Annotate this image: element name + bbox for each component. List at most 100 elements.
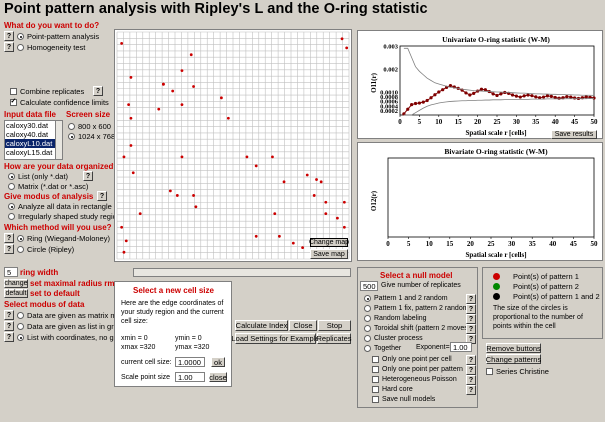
map-point <box>180 103 184 107</box>
help-button[interactable]: ? <box>466 294 476 304</box>
radio[interactable] <box>8 213 15 220</box>
null-model-check[interactable]: Only one point per cell <box>372 356 452 363</box>
radio[interactable] <box>17 312 24 319</box>
method-option-2[interactable]: Circle (Ripley) <box>17 245 74 254</box>
radio[interactable] <box>17 44 24 51</box>
checkbox[interactable] <box>486 368 493 375</box>
checkbox[interactable] <box>372 376 379 383</box>
help-button[interactable]: ? <box>4 233 14 243</box>
todo-option-1[interactable]: Point-pattern analysis <box>17 32 99 41</box>
checkbox-checked[interactable] <box>10 97 17 106</box>
default-button[interactable]: default <box>4 289 28 298</box>
screen-option-1[interactable]: 800 x 600 <box>68 122 111 131</box>
null-model-option[interactable]: Cluster process <box>364 335 423 342</box>
close-button[interactable]: Close <box>289 320 317 331</box>
screen-option-2[interactable]: 1024 x 768 <box>68 132 115 141</box>
help-button[interactable]: ? <box>4 332 14 342</box>
help-button[interactable]: ? <box>93 86 103 96</box>
radio[interactable] <box>364 305 371 312</box>
file-list-item[interactable]: caloxy30.dat <box>6 121 49 130</box>
radio[interactable] <box>17 246 24 253</box>
radio-selected[interactable] <box>8 173 15 180</box>
null-model-option[interactable]: Pattern 1 fix, pattern 2 random <box>364 305 469 312</box>
help-button[interactable]: ? <box>466 304 476 314</box>
help-button[interactable]: ? <box>97 191 107 201</box>
radio-selected[interactable] <box>8 203 15 210</box>
file-list-item[interactable]: caloxy40.dat <box>6 130 49 139</box>
ring-width-input[interactable]: 5 <box>4 267 18 277</box>
cell-ok-button[interactable]: ok <box>211 357 225 367</box>
checkbox[interactable] <box>10 88 17 95</box>
help-button[interactable]: ? <box>83 171 93 181</box>
file-list-scrollbar[interactable] <box>55 120 63 160</box>
change-map-button[interactable]: Change map <box>308 238 350 247</box>
checkbox[interactable] <box>372 366 379 373</box>
radio-selected[interactable] <box>17 334 24 341</box>
help-button[interactable]: ? <box>4 42 14 52</box>
null-model-option[interactable]: Together <box>364 345 401 352</box>
calc-conf-check[interactable]: Calculate confidence limits <box>10 97 109 107</box>
checkbox[interactable] <box>372 356 379 363</box>
file-list[interactable]: caloxy30.dat caloxy40.dat caloxyL10.dat cal… <box>4 120 63 160</box>
file-list-item[interactable]: caloxyL15.dat <box>6 148 53 157</box>
map-scrollbar[interactable] <box>133 268 351 277</box>
radio-selected[interactable] <box>17 33 24 40</box>
modus-option-3[interactable]: List with coordinates, no grid <box>17 333 122 342</box>
change-patterns-button[interactable]: Change patterns <box>485 354 542 364</box>
help-button[interactable]: ? <box>466 355 476 365</box>
null-model-check[interactable]: Heterogeneous Poisson <box>372 376 457 383</box>
file-list-item[interactable]: caloxyL10.dat <box>5 139 62 148</box>
null-model-check[interactable]: Only one point per pattern <box>372 366 463 373</box>
calculate-index-button[interactable]: Calculate Index <box>235 320 288 331</box>
change-rmax-button[interactable]: change <box>4 279 28 288</box>
analysis-option-2[interactable]: Irregularly shaped study region <box>8 212 121 221</box>
help-button[interactable]: ? <box>4 321 14 331</box>
radio[interactable] <box>17 323 24 330</box>
help-button[interactable]: ? <box>466 385 476 395</box>
null-model-check[interactable]: Save null models <box>372 396 435 403</box>
method-option-1[interactable]: Ring (Wiegand-Moloney) <box>17 234 110 243</box>
help-button[interactable]: ? <box>466 314 476 324</box>
remove-buttons-button[interactable]: Remove buttons <box>486 343 541 353</box>
save-results-button[interactable]: Save results <box>551 130 597 139</box>
help-button[interactable]: ? <box>4 310 14 320</box>
null-model-check[interactable]: Hard core <box>372 386 413 393</box>
radio[interactable] <box>364 335 371 342</box>
radio[interactable] <box>364 325 371 332</box>
exponent-input[interactable]: 1.00 <box>450 342 472 352</box>
save-map-button[interactable]: Save map <box>310 249 348 259</box>
radio-selected[interactable] <box>364 295 371 302</box>
help-button[interactable]: ? <box>466 375 476 385</box>
todo-option-2[interactable]: Homogeneity test <box>17 43 85 52</box>
help-button[interactable]: ? <box>466 365 476 375</box>
null-model-option[interactable]: Toroidal shift (pattern 2 moves) <box>364 325 470 332</box>
replicates-input[interactable]: 500 <box>360 281 378 291</box>
analysis-option-1[interactable]: Analyze all data in rectangle <box>8 202 112 211</box>
radio[interactable] <box>364 315 371 322</box>
checkbox[interactable] <box>372 386 379 393</box>
help-button[interactable]: ? <box>4 31 14 41</box>
null-model-option[interactable]: Pattern 1 and 2 random <box>364 295 448 302</box>
checkbox[interactable] <box>372 396 379 403</box>
radio[interactable] <box>364 345 371 352</box>
null-model-option[interactable]: Random labeling <box>364 315 427 322</box>
modus-option-2[interactable]: Data are given as list in grid <box>17 322 120 331</box>
series-christine-check[interactable]: Series Christine <box>486 367 549 376</box>
load-settings-button[interactable]: Load Settings for Example <box>231 333 320 344</box>
point-map[interactable] <box>114 29 352 262</box>
help-button[interactable]: ? <box>466 324 476 334</box>
radio-selected[interactable] <box>68 133 75 140</box>
radio[interactable] <box>8 183 15 190</box>
stop-button[interactable]: Stop <box>318 320 351 331</box>
combine-replicates-check[interactable]: Combine replicates <box>10 87 84 96</box>
organized-option-2[interactable]: Matrix (*.dat or *.asc) <box>8 182 88 191</box>
radio[interactable] <box>68 123 75 130</box>
modus-option-1[interactable]: Data are given as matrix map <box>17 311 125 320</box>
help-button[interactable]: ? <box>4 244 14 254</box>
organized-option-1[interactable]: List (only *.dat) <box>8 172 68 181</box>
scale-point-input[interactable]: 1.00 <box>175 372 205 382</box>
cell-size-input[interactable]: 1.0000 <box>175 357 205 367</box>
replicates-button[interactable]: Replicates <box>316 333 352 344</box>
radio-selected[interactable] <box>17 235 24 242</box>
cell-close-button[interactable]: close <box>209 372 227 382</box>
